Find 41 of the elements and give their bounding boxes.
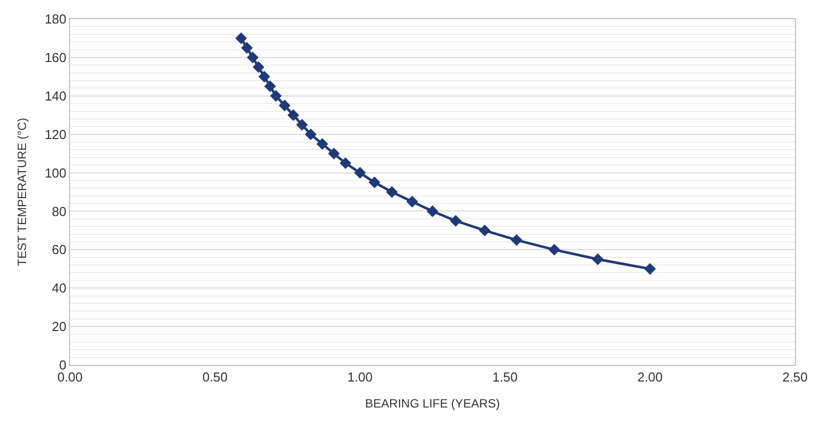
point — [287, 109, 300, 121]
x-axis-title: BEARING LIFE (YEARS) — [365, 396, 500, 410]
y-tick-label: 20 — [52, 319, 66, 334]
y-tick-label: 40 — [52, 280, 66, 296]
point — [258, 70, 270, 83]
point — [592, 253, 604, 266]
x-tick-label: 1.00 — [347, 370, 373, 385]
x-tick-label: 1.50 — [492, 370, 518, 385]
point — [478, 224, 491, 236]
y-tick-label: 160 — [44, 50, 66, 65]
y-tick-label: 180 — [44, 12, 66, 27]
x-tick-label: 0.50 — [202, 370, 228, 385]
point — [354, 166, 366, 179]
point — [278, 100, 290, 112]
y-tick-label: 140 — [44, 88, 66, 104]
y-tick-label: 120 — [44, 126, 66, 142]
point — [241, 42, 253, 54]
y-axis-title: TEST TEMPERATURE (°C) — [14, 118, 29, 266]
point — [510, 234, 522, 246]
point — [406, 196, 418, 208]
point — [340, 157, 352, 170]
point — [426, 205, 438, 218]
y-tick-label: 80 — [52, 204, 66, 219]
point — [316, 138, 328, 150]
point — [368, 176, 380, 188]
y-tick-label: 60 — [52, 242, 66, 258]
point — [386, 186, 398, 198]
point — [264, 80, 276, 92]
point — [328, 148, 340, 160]
point — [548, 244, 560, 256]
point — [644, 263, 656, 275]
point — [235, 32, 247, 44]
point — [246, 52, 259, 64]
x-tick-label: 2.50 — [782, 370, 808, 385]
y-tick-label: 100 — [44, 165, 66, 180]
point — [252, 61, 264, 73]
point — [304, 128, 317, 140]
point — [270, 90, 282, 102]
point — [296, 118, 308, 131]
x-tick-label: 2.00 — [637, 370, 663, 385]
point — [450, 214, 462, 227]
